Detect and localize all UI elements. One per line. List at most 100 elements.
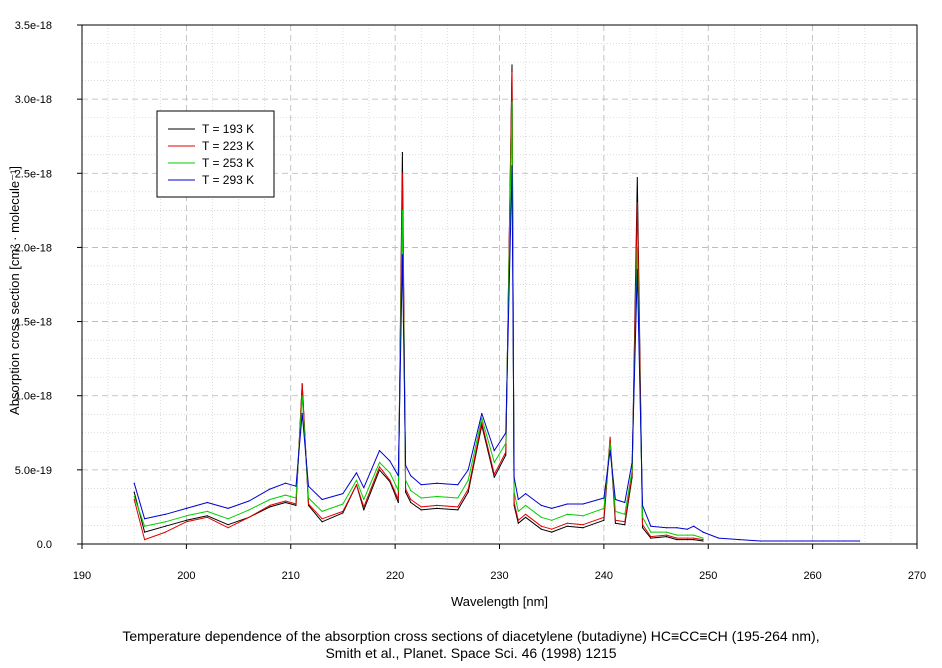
data-point: [859, 540, 861, 542]
data-point: [493, 461, 495, 463]
data-point: [517, 510, 519, 512]
data-point: [624, 513, 626, 515]
data-point: [389, 472, 391, 474]
data-point: [493, 473, 495, 475]
data-point: [505, 451, 507, 453]
data-point: [301, 395, 303, 397]
data-point: [582, 524, 584, 526]
caption-line-1: Temperature dependence of the absorption…: [122, 628, 820, 644]
data-point: [665, 527, 668, 529]
data-point: [822, 540, 824, 542]
data-point: [702, 540, 704, 542]
x-tick-labels: 190 200 210 220 230 240 250 260 270: [73, 570, 926, 582]
data-point: [301, 383, 303, 385]
data-point: [436, 482, 438, 484]
data-point: [227, 527, 229, 529]
series-lines: [133, 64, 861, 542]
data-point: [342, 503, 344, 505]
data-point: [144, 531, 146, 533]
data-point: [693, 539, 695, 541]
data-point: [665, 536, 668, 538]
y-tick-label: 3.0e-18: [15, 94, 52, 106]
x-axis-label: Wavelength [nm]: [451, 594, 548, 609]
data-point: [405, 488, 407, 490]
data-point: [801, 540, 803, 542]
data-point: [566, 503, 568, 505]
data-point: [206, 510, 208, 512]
data-point: [321, 518, 323, 520]
data-point: [624, 524, 626, 526]
data-point: [493, 476, 495, 478]
data-point: [206, 516, 208, 518]
data-point: [609, 436, 611, 438]
y-tick-label: 1.0e-18: [15, 391, 52, 403]
data-point: [582, 527, 584, 529]
data-point: [248, 509, 250, 511]
data-point: [517, 519, 519, 521]
data-point: [505, 432, 507, 434]
data-point: [284, 501, 287, 504]
data-point: [525, 516, 527, 518]
data-point: [269, 504, 271, 506]
data-point: [133, 491, 135, 493]
data-point: [540, 504, 542, 506]
data-point: [397, 490, 399, 492]
data-point: [378, 461, 381, 463]
data-point: [702, 537, 704, 539]
data-point: [378, 466, 381, 468]
data-point: [517, 522, 519, 524]
data-point: [525, 504, 527, 506]
data-point: [363, 487, 365, 489]
data-point: [269, 506, 271, 508]
data-point: [405, 479, 407, 481]
data-point: [301, 412, 303, 415]
data-point: [636, 246, 638, 248]
data-point: [164, 531, 167, 533]
data-point: [185, 519, 187, 521]
data-point: [614, 510, 617, 512]
data-point: [665, 531, 668, 533]
data-point: [693, 534, 695, 536]
data-point: [295, 504, 297, 506]
data-point: [378, 469, 381, 471]
data-point: [525, 513, 527, 515]
data-point: [355, 484, 358, 486]
data-point: [227, 507, 229, 509]
data-point: [355, 472, 358, 474]
data-point: [481, 417, 483, 419]
data-point: [295, 497, 297, 499]
data-point: [566, 513, 568, 515]
y-tick-label: 2.0e-18: [15, 242, 52, 254]
data-point: [269, 498, 271, 501]
series-line-1: [133, 72, 704, 541]
data-point: [389, 460, 391, 462]
data-point: [603, 519, 605, 521]
data-point: [284, 482, 287, 484]
data-point: [342, 493, 344, 495]
data-point: [665, 534, 668, 536]
data-point: [511, 101, 513, 103]
legend-entry: T = 253 K: [202, 156, 254, 170]
data-point: [641, 516, 644, 518]
data-point: [401, 151, 403, 154]
data-point: [457, 509, 459, 511]
data-point: [676, 527, 678, 529]
data-point: [436, 504, 438, 506]
data-point: [164, 525, 167, 527]
data-point: [410, 475, 412, 477]
data-point: [307, 497, 310, 499]
data-point: [397, 498, 399, 501]
data-point: [420, 509, 422, 511]
data-point: [457, 497, 459, 499]
data-point: [650, 537, 652, 539]
series-line-3: [133, 165, 860, 542]
data-point: [342, 512, 344, 514]
data-point: [467, 479, 469, 481]
data-point: [363, 506, 365, 508]
data-point: [269, 488, 271, 490]
data-point: [457, 484, 459, 486]
caption-line-2: Smith et al., Planet. Space Sci. 46 (199…: [325, 645, 617, 661]
data-point: [436, 507, 438, 509]
data-point: [609, 442, 611, 444]
data-point: [614, 522, 617, 524]
